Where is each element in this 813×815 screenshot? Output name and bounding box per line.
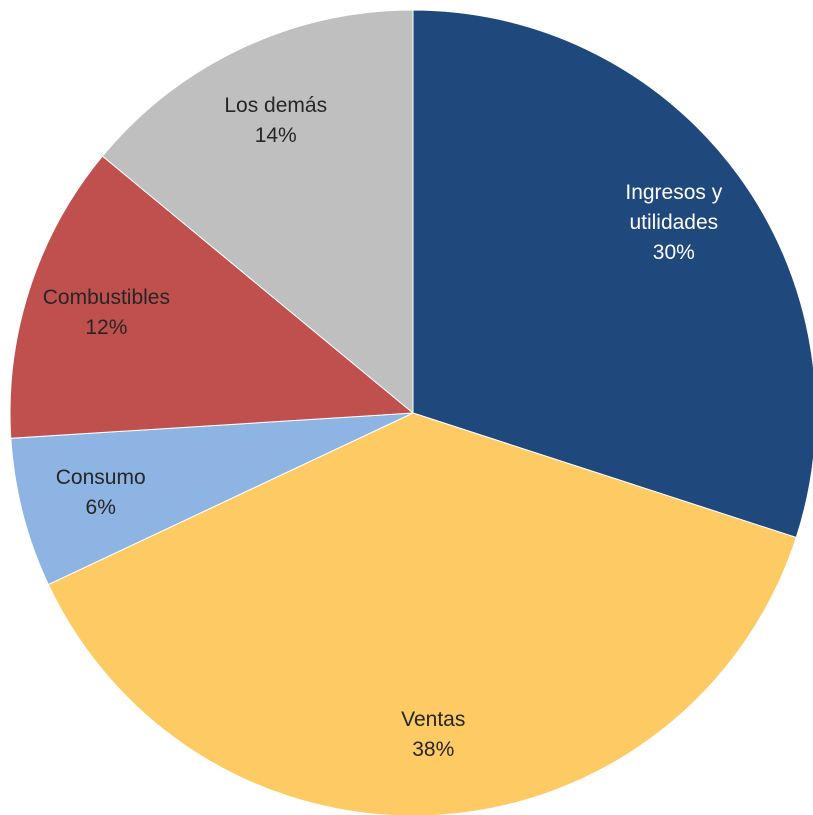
value-label: 38% bbox=[412, 737, 455, 761]
category-label: Ventas bbox=[401, 707, 466, 731]
slice-label: Ventas 38% bbox=[338, 705, 528, 765]
slice-label: Consumo 6% bbox=[6, 463, 196, 523]
value-label: 12% bbox=[85, 316, 128, 340]
category-label: Ingresos y utilidades bbox=[625, 181, 723, 235]
pie-slice bbox=[412, 9, 813, 539]
slice-label: Ingresos y utilidades 30% bbox=[579, 178, 769, 268]
pie-slice bbox=[9, 155, 415, 439]
slice-label: Los demás 14% bbox=[181, 91, 371, 151]
category-label: Los demás bbox=[224, 94, 328, 118]
value-label: 6% bbox=[85, 496, 116, 520]
category-label: Combustibles bbox=[42, 286, 170, 310]
pie-slice bbox=[10, 412, 414, 586]
slice-label: Combustibles 12% bbox=[11, 283, 201, 343]
category-label: Consumo bbox=[55, 466, 146, 490]
value-label: 14% bbox=[254, 124, 297, 148]
value-label: 30% bbox=[652, 241, 695, 265]
pie-slice bbox=[101, 9, 414, 415]
pie-slice bbox=[47, 412, 797, 815]
